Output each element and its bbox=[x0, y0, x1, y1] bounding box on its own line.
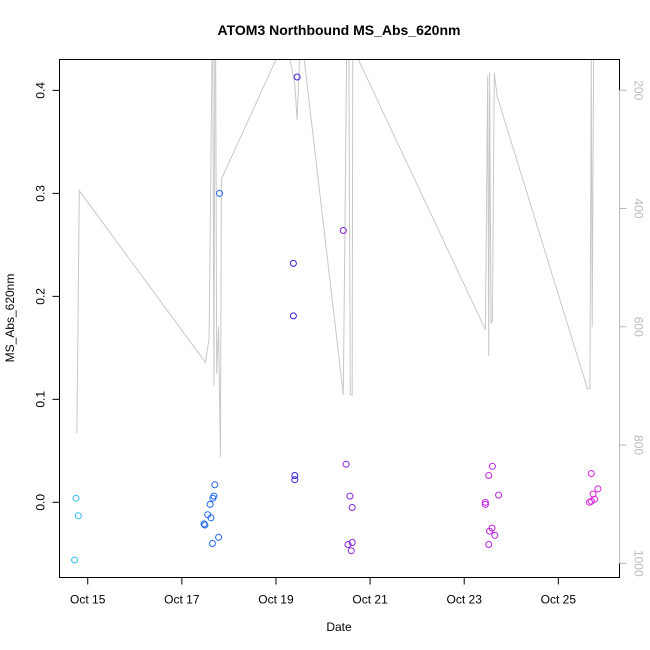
points-layer bbox=[71, 73, 602, 564]
y-tick-label: 0.0 bbox=[34, 494, 48, 511]
data-point bbox=[481, 498, 489, 506]
data-point bbox=[481, 500, 489, 508]
plot-frame bbox=[59, 59, 620, 578]
data-point bbox=[291, 476, 299, 484]
data-point bbox=[491, 531, 499, 539]
data-point bbox=[587, 497, 595, 505]
y-tick-label: 0.3 bbox=[34, 185, 48, 202]
data-point bbox=[72, 494, 80, 502]
data-point bbox=[486, 527, 494, 535]
data-point bbox=[291, 472, 299, 479]
data-point bbox=[594, 485, 602, 493]
right-y-tick-label: 200 bbox=[632, 80, 646, 100]
data-point bbox=[208, 540, 216, 547]
data-point bbox=[587, 470, 595, 477]
data-point bbox=[488, 462, 496, 470]
x-tick-label: Oct 15 bbox=[70, 593, 106, 607]
y-tick-label: 0.1 bbox=[34, 391, 48, 408]
right-y-tick-label: 400 bbox=[632, 198, 646, 218]
y-axis: 0.0 0.1 0.2 0.3 0.4 bbox=[34, 82, 60, 511]
x-tick-label: Oct 17 bbox=[164, 593, 200, 607]
right-y-tick-label: 600 bbox=[632, 317, 646, 337]
background-series-line bbox=[76, 59, 599, 457]
data-point bbox=[348, 539, 356, 546]
data-point bbox=[485, 472, 493, 479]
data-point bbox=[200, 520, 208, 528]
data-point bbox=[344, 541, 352, 548]
y-tick-label: 0.2 bbox=[34, 288, 48, 305]
data-point bbox=[589, 490, 597, 498]
chart-title: ATOM3 Northbound MS_Abs_620nm bbox=[218, 22, 461, 38]
data-point bbox=[207, 514, 215, 522]
data-point bbox=[71, 556, 79, 564]
x-tick-label: Oct 25 bbox=[541, 593, 577, 607]
data-point bbox=[289, 259, 297, 267]
data-point bbox=[201, 521, 209, 529]
data-point bbox=[339, 227, 347, 234]
x-tick-label: Oct 19 bbox=[258, 593, 294, 607]
data-point bbox=[206, 500, 214, 508]
data-point bbox=[342, 460, 350, 468]
x-tick-label: Oct 21 bbox=[352, 593, 388, 607]
data-point bbox=[211, 481, 219, 489]
x-axis-label: Date bbox=[326, 620, 352, 634]
data-point bbox=[215, 533, 223, 541]
data-point bbox=[216, 189, 223, 197]
data-point bbox=[485, 541, 493, 548]
right-y-tick-label: 800 bbox=[632, 435, 646, 455]
data-point bbox=[495, 491, 503, 499]
data-point bbox=[347, 547, 355, 555]
data-point bbox=[74, 512, 82, 520]
x-tick-label: Oct 23 bbox=[447, 593, 483, 607]
data-point bbox=[289, 312, 297, 320]
right-y-axis: 200 400 600 800 1000 bbox=[619, 80, 646, 577]
data-point bbox=[293, 73, 301, 81]
x-axis: Oct 15 Oct 17 Oct 19 Oct 21 Oct 23 Oct 25 bbox=[70, 577, 577, 607]
data-point bbox=[209, 494, 217, 502]
y-axis-label: MS_Abs_620nm bbox=[3, 274, 17, 363]
background-line-layer bbox=[76, 59, 599, 457]
right-y-tick-label: 1000 bbox=[632, 550, 646, 577]
y-tick-label: 0.4 bbox=[34, 82, 48, 99]
data-point bbox=[346, 492, 354, 500]
data-point bbox=[348, 504, 356, 511]
